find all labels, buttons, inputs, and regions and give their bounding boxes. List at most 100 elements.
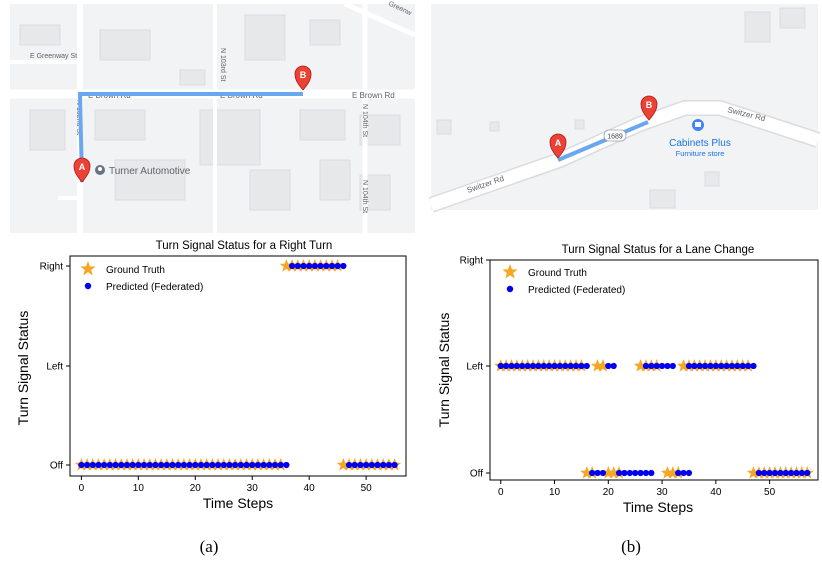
predicted-point [95,461,102,469]
svg-text:1689: 1689 [607,134,623,141]
predicted-point [513,362,520,370]
predicted-point [739,362,746,370]
x-tick-label: 10 [133,483,145,494]
predicted-point [642,362,650,370]
predicted-point [653,362,660,370]
map-a-route [77,92,303,183]
y-tick-label: Right [40,262,64,273]
map-a-street-label: N 103rd St [219,48,226,82]
predicted-point [519,362,526,370]
predicted-point [535,362,542,370]
predicted-point [578,362,585,370]
map-b: Switzer Rd Switzer Rd 1689 Cabinets Plus… [428,4,821,213]
x-tick-label: 50 [764,487,776,498]
predicted-point [546,362,553,370]
predicted-point [249,461,256,469]
predicted-point [605,362,612,370]
legend-dot-icon [506,285,514,293]
legend-star-icon [80,261,96,276]
ground-truth-point [660,466,675,479]
predicted-point [254,461,262,469]
predicted-point [540,362,547,370]
map-a-buildings [19,14,401,211]
y-tick-label: Left [466,362,483,373]
map-marker-icon [549,133,567,159]
predicted-point [680,469,687,477]
ground-truth-point [666,466,680,479]
predicted-point [368,461,375,469]
predicted-point [497,362,504,370]
map-b-road [428,101,821,212]
predicted-point [283,461,290,469]
predicted-point [648,362,655,370]
map-b-buildings [436,7,806,209]
ground-truth-point [590,359,605,372]
map-marker-icon [73,157,91,183]
predicted-point [380,461,387,469]
chart-b-caption: (b) [621,537,641,556]
predicted-point [599,469,607,477]
chart-b: Turn Signal Status for a Lane Change 0 10… [436,244,819,556]
predicted-point [675,469,682,477]
predicted-point [793,469,800,477]
map-a-street-label: E Brown Rd [352,91,395,100]
predicted-point [334,262,341,270]
predicted-point [266,461,273,469]
predicted-point [524,362,531,370]
legend-dot-icon [84,282,92,290]
map-a-street-label: N 104th St [361,104,368,137]
predicted-point [209,461,216,469]
svg-text:B: B [300,70,307,80]
x-tick-label: 0 [79,483,85,494]
predicted-point [289,262,296,270]
predicted-point [180,461,187,469]
predicted-point [691,362,698,370]
x-tick-label: 40 [304,483,316,494]
predicted-point [340,262,347,270]
predicted-point [146,461,153,469]
ground-truth-point [746,466,761,479]
map-a-place-label: Turner Automotive [109,166,191,177]
ground-truth-point [580,466,594,479]
predicted-point [626,469,633,477]
predicted-point [589,469,596,477]
chart-a-ylabel: Turn Signal Status [15,311,31,426]
chart-a-xlabel: Time Steps [203,495,273,511]
predicted-point [556,362,564,370]
map-b-marker-start: A [549,133,567,159]
map-marker-icon [294,65,312,91]
predicted-point [391,461,398,469]
map-b-route [557,120,649,162]
predicted-point [664,362,671,370]
predicted-point [186,461,193,469]
map-a-street-label: N 104th St [361,180,368,213]
x-tick-label: 20 [190,483,202,494]
predicted-point [723,362,730,370]
chart-a-caption: (a) [200,537,219,556]
x-tick-label: 40 [710,487,722,498]
predicted-point [317,262,324,270]
predicted-point [374,461,381,469]
chart-a-legend-predicted: Predicted (Federated) [106,282,203,293]
predicted-point [101,461,108,469]
predicted-point [311,262,318,270]
predicted-point [804,469,811,477]
legend-star-icon [502,264,518,279]
predicted-point [707,362,714,370]
predicted-point [220,461,227,469]
ground-truth-point [601,466,615,479]
x-tick-label: 30 [657,487,669,498]
predicted-point [300,262,307,270]
map-b-route-badge: 1689 [603,129,627,142]
predicted-point [203,461,210,469]
predicted-point [140,461,148,469]
predicted-point [583,362,590,370]
predicted-point [169,461,176,469]
map-a-street-label: N 102nd St [75,100,82,135]
predicted-point [744,362,752,370]
predicted-point [594,469,601,477]
predicted-point [503,362,510,370]
chart-b-title: Turn Signal Status for a Lane Change [562,244,755,256]
predicted-point [771,469,779,477]
predicted-point [615,469,623,477]
